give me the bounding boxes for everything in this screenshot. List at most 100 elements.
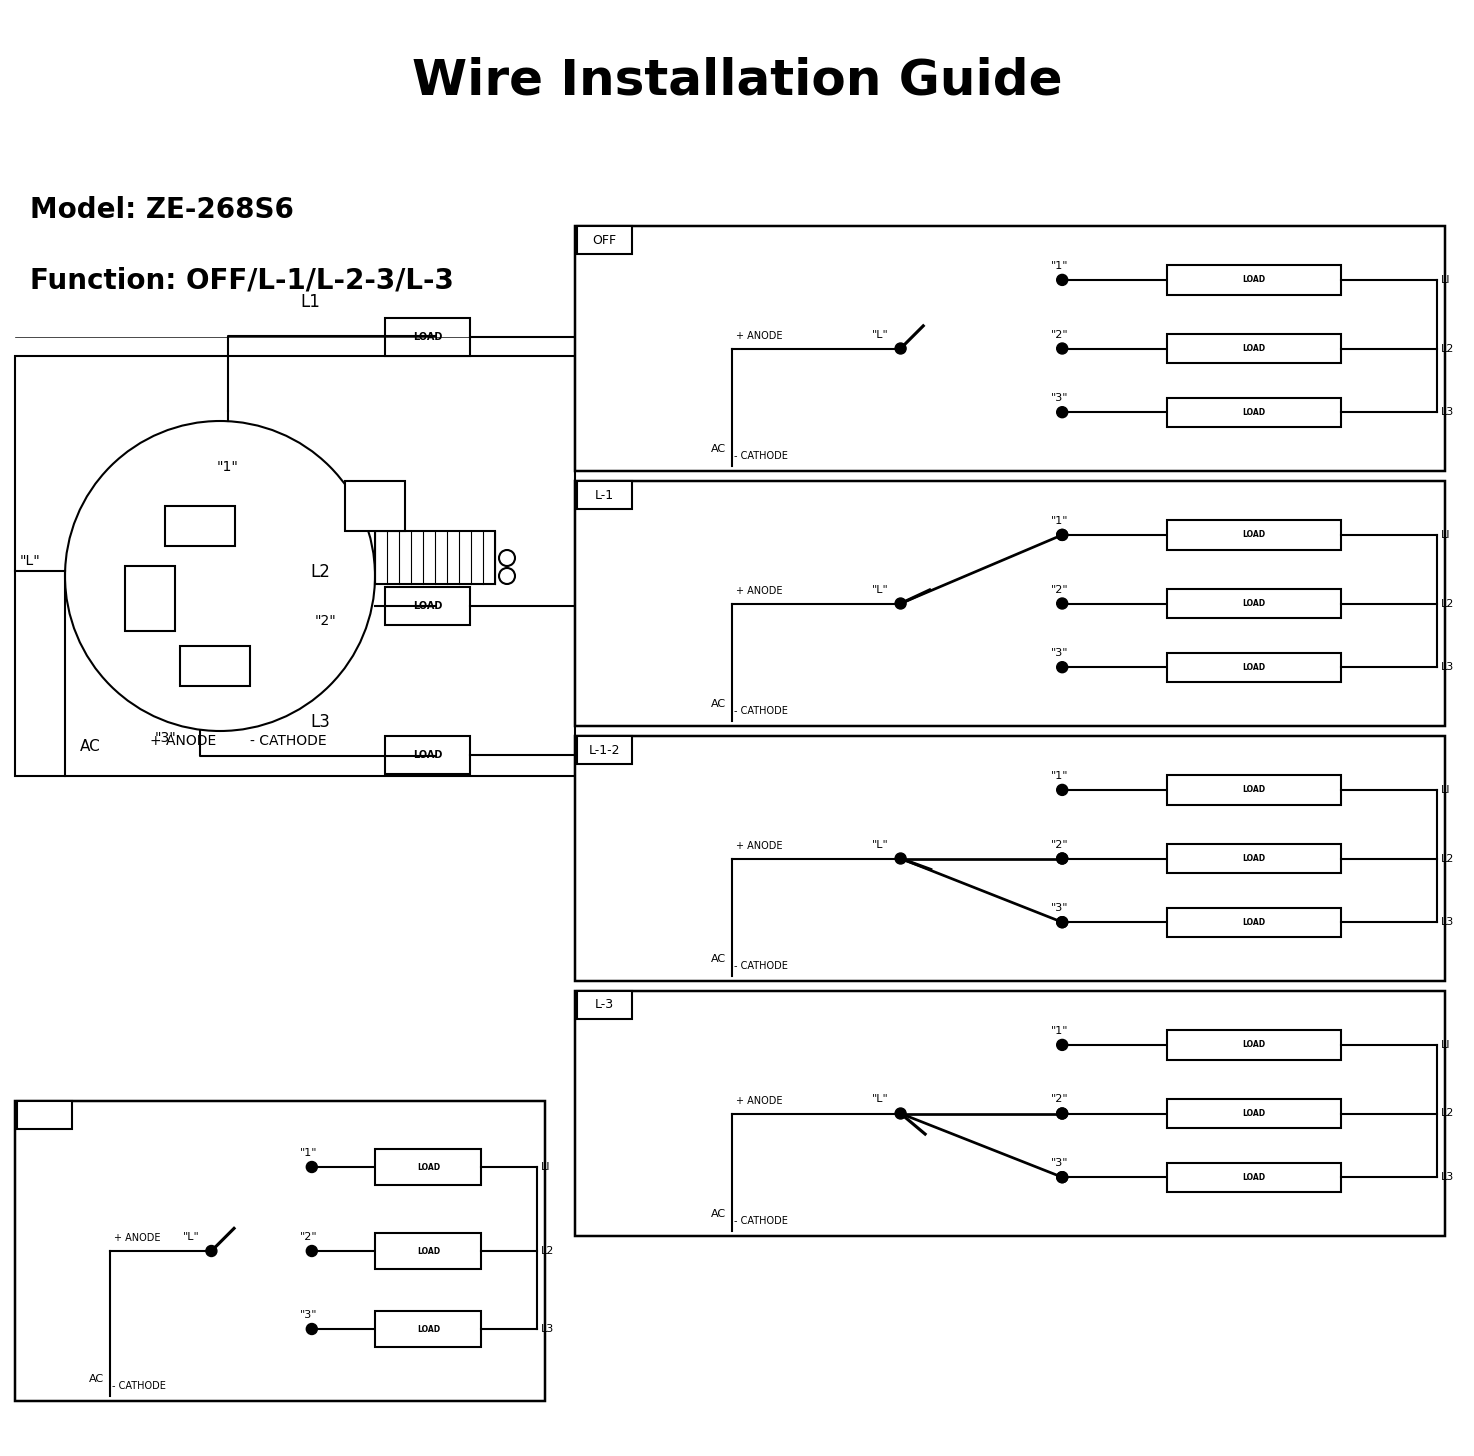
Text: LOAD: LOAD — [1243, 598, 1265, 609]
Circle shape — [1057, 598, 1067, 609]
Text: OFF: OFF — [593, 233, 616, 246]
Circle shape — [307, 1162, 317, 1172]
Bar — [1166, 652, 1340, 681]
Text: "1": "1" — [217, 460, 239, 475]
Circle shape — [500, 550, 514, 566]
Bar — [385, 587, 470, 625]
Text: "L": "L" — [871, 840, 889, 849]
Text: L1: L1 — [301, 293, 320, 312]
Circle shape — [1057, 1172, 1067, 1182]
Text: "L": "L" — [183, 1232, 199, 1242]
Text: LOAD: LOAD — [413, 601, 442, 612]
Text: L3: L3 — [1442, 662, 1455, 673]
Text: "1": "1" — [1051, 515, 1069, 526]
Bar — [1166, 1162, 1340, 1192]
Circle shape — [1057, 785, 1067, 795]
Text: L2: L2 — [1442, 853, 1455, 863]
Text: Function: OFF/L-1/L-2-3/L-3: Function: OFF/L-1/L-2-3/L-3 — [29, 266, 454, 294]
Text: "2": "2" — [1051, 1095, 1069, 1105]
Text: LI: LI — [1442, 275, 1450, 285]
Text: L3: L3 — [1442, 408, 1455, 418]
Text: LI: LI — [541, 1162, 550, 1172]
Text: "2": "2" — [1051, 329, 1069, 339]
Text: + ANODE: + ANODE — [736, 840, 783, 850]
Text: "3": "3" — [1051, 1158, 1069, 1168]
Text: L2: L2 — [1442, 344, 1455, 354]
Text: L2: L2 — [1442, 1108, 1455, 1118]
Circle shape — [1057, 274, 1067, 285]
Bar — [575, 480, 1445, 727]
Text: LOAD: LOAD — [413, 332, 442, 342]
Circle shape — [895, 344, 907, 354]
Bar — [1166, 397, 1340, 427]
Text: - CATHODE: - CATHODE — [734, 451, 787, 462]
Text: AC: AC — [710, 1208, 725, 1219]
Circle shape — [206, 1245, 217, 1257]
Bar — [1166, 775, 1340, 805]
Circle shape — [65, 421, 374, 731]
Text: LOAD: LOAD — [417, 1246, 439, 1255]
Text: "1": "1" — [1051, 1026, 1069, 1035]
Circle shape — [1057, 661, 1067, 673]
Text: "L": "L" — [871, 1095, 889, 1105]
Text: - CATHODE: - CATHODE — [734, 706, 787, 716]
Circle shape — [1057, 917, 1067, 927]
Bar — [180, 646, 251, 686]
Text: "3": "3" — [1051, 648, 1069, 658]
Bar — [374, 531, 495, 584]
Text: - CATHODE: - CATHODE — [251, 734, 327, 748]
Text: "2": "2" — [1051, 584, 1069, 594]
Bar — [18, 1101, 72, 1128]
Text: LOAD: LOAD — [1243, 1109, 1265, 1118]
Bar — [1166, 1031, 1340, 1060]
Text: AC: AC — [710, 444, 725, 454]
Text: AC: AC — [710, 699, 725, 709]
Text: "L": "L" — [19, 553, 40, 568]
Bar — [376, 1149, 482, 1185]
Text: "1": "1" — [1051, 261, 1069, 271]
Text: AC: AC — [90, 1374, 105, 1385]
Text: "3": "3" — [155, 731, 175, 745]
Text: AC: AC — [710, 954, 725, 964]
Circle shape — [1057, 530, 1067, 540]
Text: LI: LI — [1442, 1040, 1450, 1050]
Text: L-1-2: L-1-2 — [588, 744, 621, 757]
Bar — [125, 566, 175, 630]
Bar — [1166, 844, 1340, 874]
Bar — [576, 226, 632, 253]
Text: LOAD: LOAD — [413, 750, 442, 760]
Text: L3: L3 — [1442, 1172, 1455, 1182]
Bar — [376, 1310, 482, 1347]
Circle shape — [895, 1108, 907, 1120]
Bar — [1166, 333, 1340, 363]
Text: "2": "2" — [301, 1232, 317, 1242]
Text: L2: L2 — [310, 563, 330, 581]
Text: - CATHODE: - CATHODE — [734, 961, 787, 971]
Text: L3: L3 — [310, 713, 330, 731]
Circle shape — [1057, 406, 1067, 418]
Text: + ANODE: + ANODE — [736, 331, 783, 341]
Text: Wire Installation Guide: Wire Installation Guide — [411, 55, 1063, 103]
Bar — [15, 357, 575, 776]
Text: "L": "L" — [871, 584, 889, 594]
Text: LOAD: LOAD — [1243, 1172, 1265, 1182]
Circle shape — [1057, 1108, 1067, 1120]
Bar — [1166, 588, 1340, 619]
Circle shape — [895, 598, 907, 609]
Text: LOAD: LOAD — [1243, 1041, 1265, 1050]
Text: - CATHODE: - CATHODE — [112, 1380, 167, 1390]
Text: "L": "L" — [871, 329, 889, 339]
Text: LOAD: LOAD — [1243, 408, 1265, 416]
Bar — [575, 992, 1445, 1236]
Text: LOAD: LOAD — [1243, 275, 1265, 284]
Text: LOAD: LOAD — [1243, 855, 1265, 863]
Bar — [385, 317, 470, 357]
Circle shape — [1057, 1040, 1067, 1050]
Bar — [575, 735, 1445, 981]
Bar — [15, 1101, 545, 1401]
Text: LOAD: LOAD — [1243, 344, 1265, 352]
Bar — [165, 507, 234, 546]
Circle shape — [1057, 344, 1067, 354]
Text: LOAD: LOAD — [1243, 530, 1265, 539]
Text: L2: L2 — [541, 1246, 554, 1257]
